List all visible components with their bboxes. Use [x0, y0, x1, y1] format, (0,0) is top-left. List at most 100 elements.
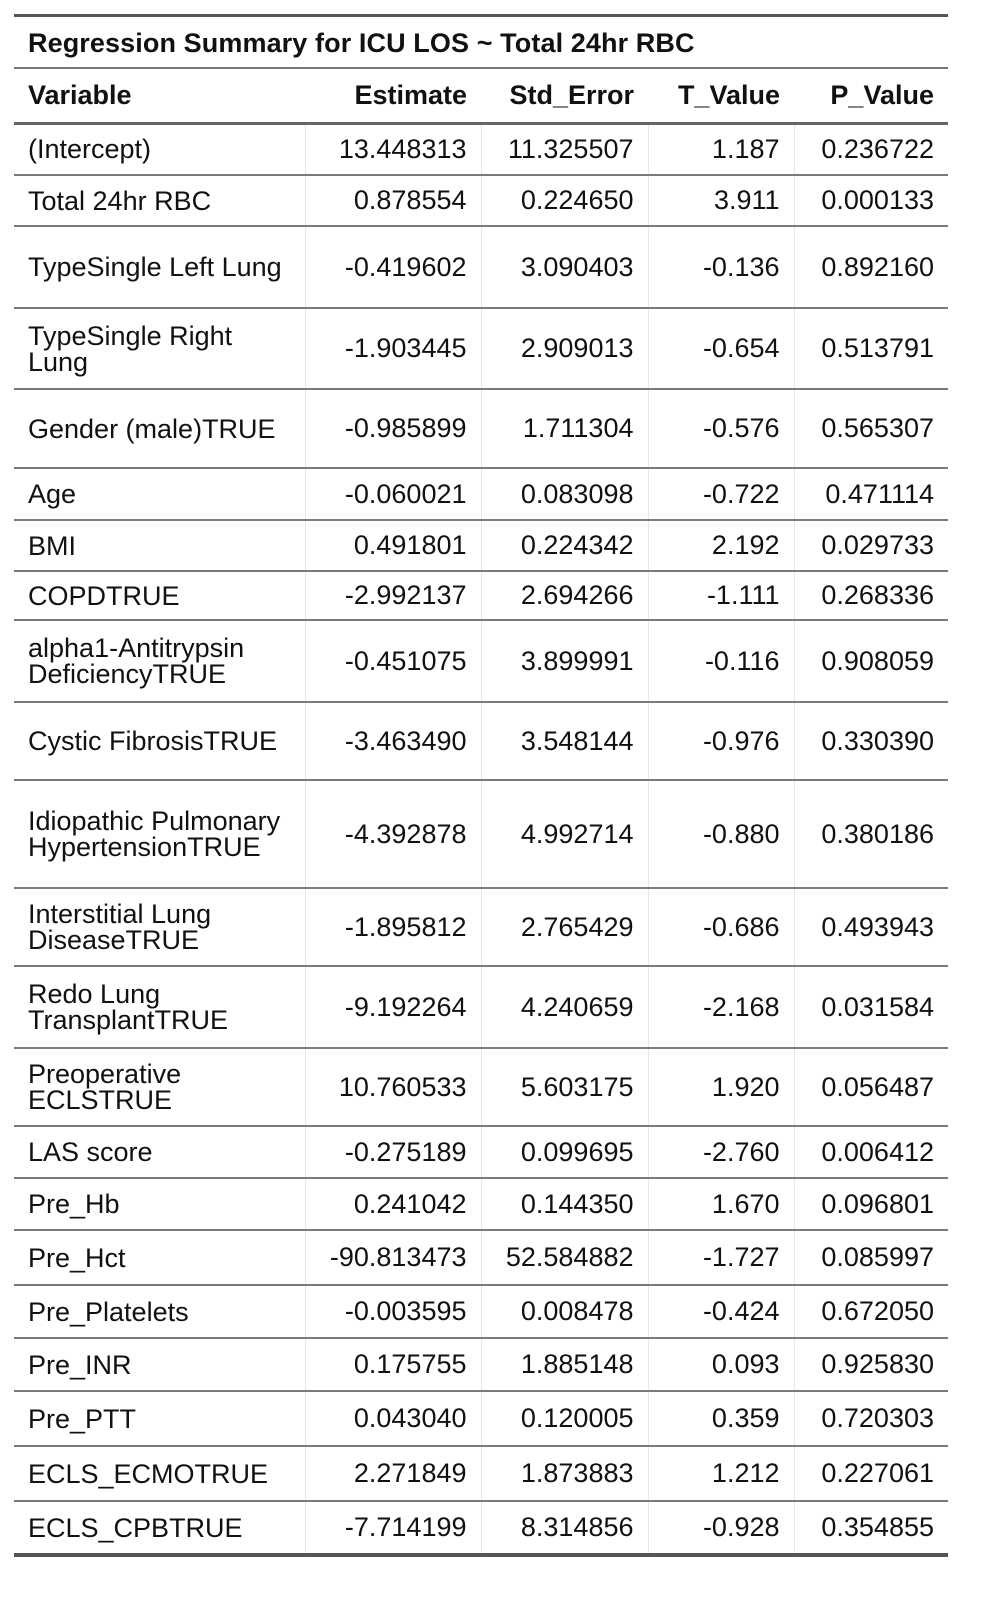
table-row: TypeSingle Left Lung -0.419602 3.090403 -0.…: [14, 226, 948, 309]
cell-t-value: 1.920: [647, 1048, 794, 1127]
cell-t-value: 1.187: [647, 123, 794, 176]
cell-t-value: -0.576: [647, 389, 794, 469]
cell-p-value: 0.513791: [793, 308, 948, 390]
cell-estimate: -0.985899: [304, 389, 481, 469]
cell-variable: Cystic FibrosisTRUE: [14, 702, 305, 781]
cell-variable: Redo Lung TransplantTRUE: [14, 966, 305, 1049]
cell-std-error: 0.120005: [480, 1391, 648, 1447]
cell-variable: LAS score: [14, 1126, 305, 1179]
cell-variable: Interstitial Lung DiseaseTRUE: [14, 888, 305, 967]
table-title: Regression Summary for ICU LOS ~ Total 2…: [14, 17, 948, 69]
cell-variable: Pre_Platelets: [14, 1285, 305, 1339]
table-row: ECLS_ECMOTRUE 2.271849 1.873883 1.212 0.2270…: [14, 1446, 948, 1502]
cell-std-error: 0.224342: [480, 520, 648, 572]
cell-t-value: -0.136: [647, 226, 794, 309]
cell-std-error: 0.008478: [480, 1285, 648, 1339]
cell-variable: TypeSingle Left Lung: [14, 226, 305, 309]
table-row: Preoperative ECLSTRUE 10.760533 5.603175 1.…: [14, 1048, 948, 1127]
table-row: alpha1-Antitrypsin DeficiencyTRUE -0.4510…: [14, 620, 948, 703]
cell-t-value: -0.722: [647, 468, 794, 521]
cell-t-value: -0.424: [647, 1285, 794, 1339]
cell-estimate: 13.448313: [304, 123, 481, 176]
cell-variable: (Intercept): [14, 123, 305, 176]
cell-std-error: 2.909013: [480, 308, 648, 390]
cell-t-value: 0.093: [647, 1338, 794, 1392]
cell-estimate: 0.241042: [304, 1178, 481, 1231]
cell-t-value: -2.168: [647, 966, 794, 1049]
cell-t-value: 3.911: [647, 175, 794, 227]
cell-estimate: -0.419602: [304, 226, 481, 309]
cell-estimate: 0.878554: [304, 175, 481, 227]
cell-variable: Total 24hr RBC: [14, 175, 305, 227]
cell-t-value: -0.686: [647, 888, 794, 967]
cell-std-error: 0.224650: [480, 175, 648, 227]
table-row: Pre_Platelets -0.003595 0.008478 -0.424 0.67…: [14, 1285, 948, 1339]
cell-p-value: 0.672050: [793, 1285, 948, 1339]
cell-estimate: -0.003595: [304, 1285, 481, 1339]
cell-variable: Gender (male)TRUE: [14, 389, 305, 469]
column-header-p-value: P_Value: [794, 69, 948, 125]
cell-estimate: 0.491801: [304, 520, 481, 572]
cell-estimate: -0.451075: [304, 620, 481, 703]
cell-std-error: 52.584882: [480, 1230, 648, 1286]
cell-estimate: 2.271849: [304, 1446, 481, 1502]
table-row: Total 24hr RBC 0.878554 0.224650 3.911 0.000…: [14, 175, 948, 227]
cell-p-value: 0.493943: [793, 888, 948, 967]
table-row: Pre_INR 0.175755 1.885148 0.093 0.925830: [14, 1338, 948, 1392]
column-header-estimate: Estimate: [305, 69, 481, 125]
table-row: Pre_PTT 0.043040 0.120005 0.359 0.720303: [14, 1391, 948, 1447]
cell-std-error: 1.885148: [480, 1338, 648, 1392]
table-row: LAS score -0.275189 0.099695 -2.760 0.006412: [14, 1126, 948, 1179]
cell-variable: BMI: [14, 520, 305, 572]
cell-estimate: -90.813473: [304, 1230, 481, 1286]
cell-t-value: 2.192: [647, 520, 794, 572]
cell-t-value: -2.760: [647, 1126, 794, 1179]
cell-p-value: 0.085997: [793, 1230, 948, 1286]
cell-t-value: -1.111: [647, 571, 794, 621]
cell-estimate: -7.714199: [304, 1501, 481, 1557]
cell-t-value: -0.928: [647, 1501, 794, 1557]
cell-estimate: -9.192264: [304, 966, 481, 1049]
cell-p-value: 0.925830: [793, 1338, 948, 1392]
cell-std-error: 2.765429: [480, 888, 648, 967]
table-header: Variable Estimate Std_Error T_Value P_Va…: [14, 69, 948, 125]
cell-std-error: 1.711304: [480, 389, 648, 469]
cell-estimate: -2.992137: [304, 571, 481, 621]
cell-estimate: -1.903445: [304, 308, 481, 390]
cell-p-value: 0.096801: [793, 1178, 948, 1231]
cell-estimate: -4.392878: [304, 780, 481, 889]
cell-estimate: 10.760533: [304, 1048, 481, 1127]
table-row: Pre_Hb 0.241042 0.144350 1.670 0.096801: [14, 1178, 948, 1231]
table-row: COPDTRUE -2.992137 2.694266 -1.111 0.268336: [14, 571, 948, 621]
cell-variable: ECLS_ECMOTRUE: [14, 1446, 305, 1502]
cell-variable: COPDTRUE: [14, 571, 305, 621]
cell-std-error: 0.099695: [480, 1126, 648, 1179]
cell-p-value: 0.236722: [793, 123, 948, 176]
cell-std-error: 2.694266: [480, 571, 648, 621]
cell-t-value: -0.654: [647, 308, 794, 390]
cell-p-value: 0.268336: [793, 571, 948, 621]
cell-p-value: 0.029733: [793, 520, 948, 572]
cell-std-error: 5.603175: [480, 1048, 648, 1127]
table-body: (Intercept) 13.448313 11.325507 1.187 0.2367…: [14, 123, 948, 1557]
cell-t-value: 1.212: [647, 1446, 794, 1502]
cell-std-error: 1.873883: [480, 1446, 648, 1502]
header-row: Variable Estimate Std_Error T_Value P_Va…: [14, 69, 948, 125]
table-row: TypeSingle Right Lung -1.903445 2.909013 -0…: [14, 308, 948, 390]
table-row: Age -0.060021 0.083098 -0.722 0.471114: [14, 468, 948, 521]
cell-p-value: 0.000133: [793, 175, 948, 227]
cell-variable: Idiopathic Pulmonary HypertensionTRUE: [14, 780, 305, 889]
cell-p-value: 0.006412: [793, 1126, 948, 1179]
cell-estimate: -1.895812: [304, 888, 481, 967]
cell-variable: Pre_PTT: [14, 1391, 305, 1447]
table-row: Interstitial Lung DiseaseTRUE -1.895812 2.…: [14, 888, 948, 967]
cell-p-value: 0.908059: [793, 620, 948, 703]
cell-variable: TypeSingle Right Lung: [14, 308, 305, 390]
regression-summary-table-container: Regression Summary for ICU LOS ~ Total 2…: [14, 14, 948, 1557]
cell-t-value: 0.359: [647, 1391, 794, 1447]
cell-t-value: -1.727: [647, 1230, 794, 1286]
column-header-std-error: Std_Error: [481, 69, 648, 125]
table-row: Redo Lung TransplantTRUE -9.192264 4.24065…: [14, 966, 948, 1049]
cell-estimate: -3.463490: [304, 702, 481, 781]
table-row: Cystic FibrosisTRUE -3.463490 3.548144 -0.9…: [14, 702, 948, 781]
